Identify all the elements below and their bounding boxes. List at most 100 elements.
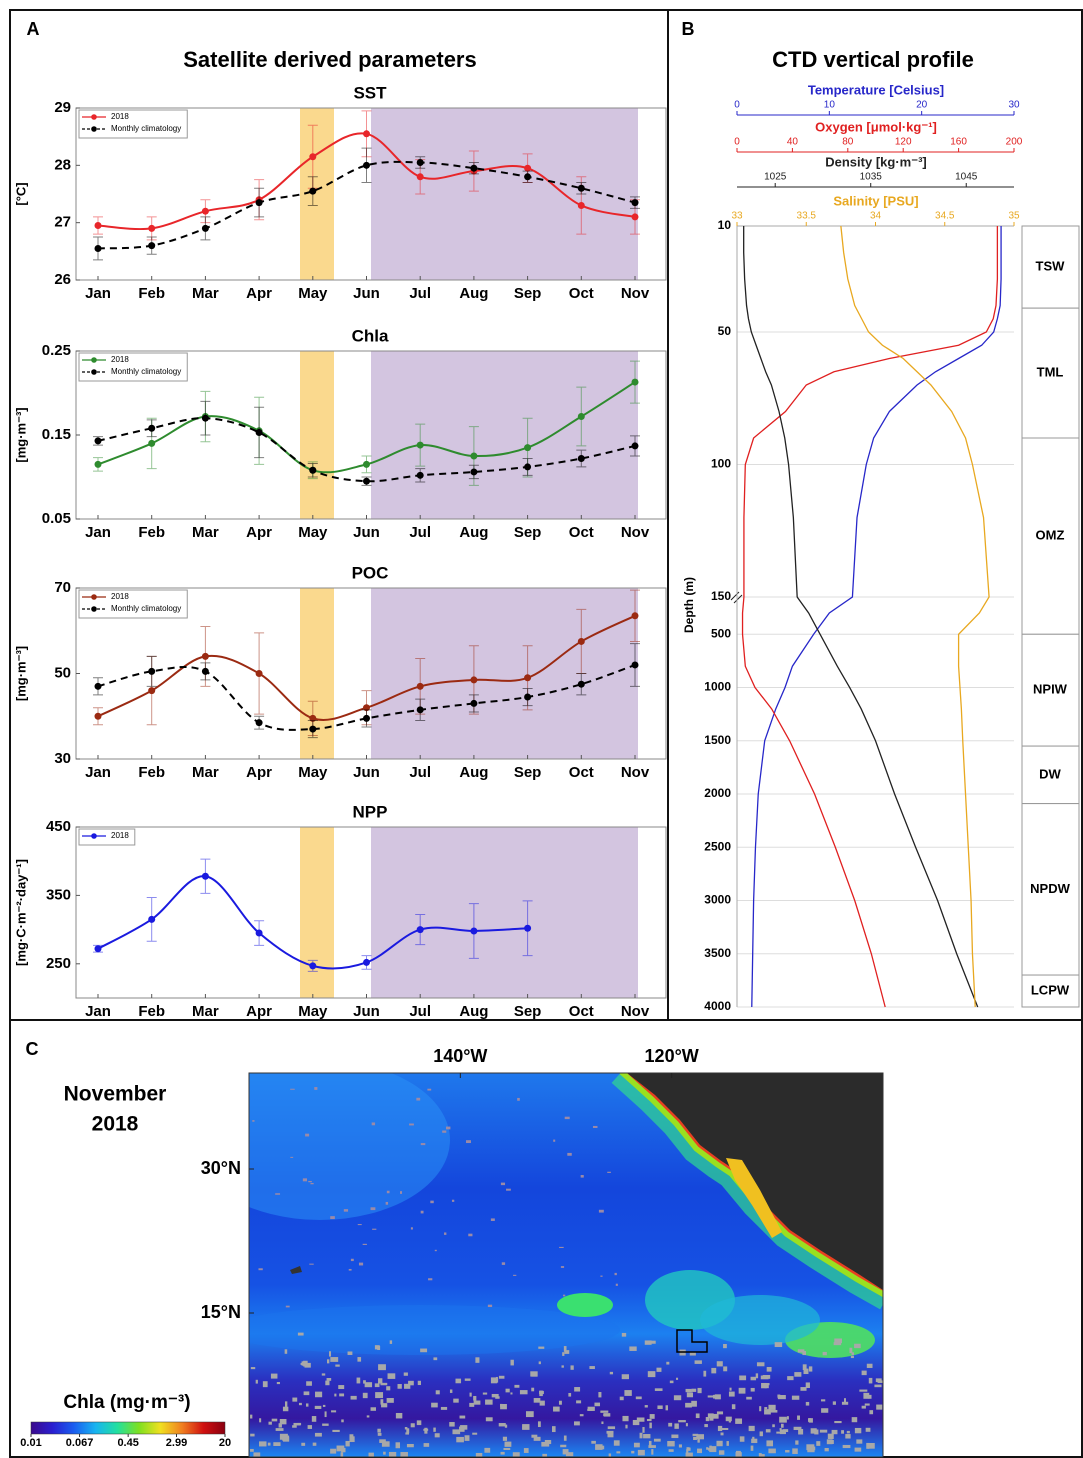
cloud-speck xyxy=(285,1305,290,1308)
chart-title: SST xyxy=(353,83,387,102)
cloud-speck xyxy=(639,1432,643,1439)
cloud-speck xyxy=(676,1377,679,1380)
cloud-speck xyxy=(766,1366,772,1372)
cloud-speck xyxy=(433,1427,436,1432)
cloud-speck xyxy=(868,1377,873,1384)
cloud-speck xyxy=(444,1232,447,1235)
cloud-speck xyxy=(564,1116,570,1120)
cloud-speck xyxy=(431,1402,438,1408)
cloud-speck xyxy=(632,1419,640,1426)
y-tick-label: 2000 xyxy=(704,786,731,800)
cloud-speck xyxy=(282,1437,286,1441)
cloud-speck xyxy=(644,1340,652,1345)
cloud-speck xyxy=(484,1447,491,1453)
cloud-speck xyxy=(341,1419,344,1423)
cloud-speck xyxy=(537,1421,541,1428)
cloud-speck xyxy=(861,1370,867,1376)
cloud-speck xyxy=(330,1448,337,1454)
cloud-speck xyxy=(298,1402,302,1406)
top-tick-label: 1025 xyxy=(764,172,787,183)
cloud-speck xyxy=(442,1130,447,1133)
cloud-speck xyxy=(290,1088,295,1090)
water-mass-label: DW xyxy=(1039,766,1061,781)
cloud-speck xyxy=(756,1362,765,1367)
cloud-speck xyxy=(303,1391,310,1396)
cloud-speck xyxy=(865,1427,871,1432)
x-tick-label: Aug xyxy=(459,764,488,781)
cloud-speck xyxy=(603,1413,611,1417)
cloud-speck xyxy=(449,1422,455,1427)
top-axis-title: Density [kg·m⁻³] xyxy=(825,154,926,169)
point xyxy=(631,612,639,620)
cloud-speck xyxy=(385,1201,389,1205)
x-tick-label: Sep xyxy=(514,1003,542,1020)
point xyxy=(94,244,102,252)
panel-label: B xyxy=(682,19,695,39)
cloud-speck xyxy=(500,1182,506,1186)
cloud-speck xyxy=(312,1442,317,1446)
cloud-speck xyxy=(764,1407,768,1410)
point xyxy=(631,199,639,207)
cloud-speck xyxy=(579,1414,584,1417)
point xyxy=(94,460,102,468)
cloud-speck xyxy=(308,1180,312,1183)
legend-label: Monthly climatology xyxy=(111,604,181,613)
cloud-speck xyxy=(827,1433,834,1440)
water-mass-box xyxy=(1021,437,1080,635)
cloud-speck xyxy=(810,1428,817,1434)
y-tick-label: 250 xyxy=(46,955,71,972)
point xyxy=(255,670,263,677)
cloud-speck xyxy=(859,1389,868,1392)
point xyxy=(631,213,639,221)
cloud-speck xyxy=(290,1156,294,1158)
cloud-speck xyxy=(673,1395,682,1401)
cloud-speck xyxy=(685,1423,688,1427)
x-tick-label: Oct xyxy=(569,524,594,541)
top-tick-label: 40 xyxy=(787,137,799,148)
cloud-speck xyxy=(668,1422,673,1427)
chla-patch xyxy=(557,1293,613,1317)
point xyxy=(309,962,317,970)
cloud-speck xyxy=(321,1373,326,1376)
cloud-speck xyxy=(562,1294,566,1297)
cloud-speck xyxy=(570,1365,574,1370)
lon-tick-label: 140°W xyxy=(433,1046,487,1066)
cloud-speck xyxy=(449,1389,453,1393)
y-tick-label: 29 xyxy=(54,99,71,116)
point xyxy=(201,414,209,422)
highlight-may xyxy=(300,351,334,519)
water-mass-box xyxy=(1021,307,1080,439)
cloud-speck xyxy=(867,1442,875,1449)
cloud-speck xyxy=(594,1402,601,1407)
cloud-speck xyxy=(805,1382,810,1389)
panel-label: C xyxy=(26,1039,39,1059)
cloud-speck xyxy=(716,1440,723,1447)
cloud-speck xyxy=(538,1346,545,1349)
cloud-speck xyxy=(455,1378,462,1384)
point xyxy=(577,201,585,209)
cloud-speck xyxy=(309,1263,314,1265)
top-tick-label: 0 xyxy=(734,137,740,148)
cloud-speck xyxy=(697,1437,700,1443)
x-tick-label: Mar xyxy=(192,1003,219,1020)
cloud-speck xyxy=(427,1088,432,1091)
cloud-speck xyxy=(504,1441,512,1447)
cloud-speck xyxy=(404,1427,408,1430)
cloud-speck xyxy=(307,1425,313,1429)
cloud-speck xyxy=(723,1366,728,1372)
cloud-speck xyxy=(297,1332,304,1336)
cloud-speck xyxy=(314,1087,318,1090)
cloud-speck xyxy=(716,1411,724,1415)
y-axis-label: [mg·m⁻³] xyxy=(13,407,28,462)
cloud-speck xyxy=(279,1418,287,1425)
study-area xyxy=(676,1329,708,1353)
cloud-speck xyxy=(466,1140,471,1144)
point xyxy=(416,706,424,714)
cloud-speck xyxy=(780,1423,784,1428)
colorbar-tick-label: 0.01 xyxy=(20,1437,41,1449)
point xyxy=(577,455,585,463)
cloud-speck xyxy=(863,1392,870,1399)
cloud-speck xyxy=(685,1388,692,1393)
cloud-speck xyxy=(533,1398,541,1403)
point xyxy=(94,222,102,230)
